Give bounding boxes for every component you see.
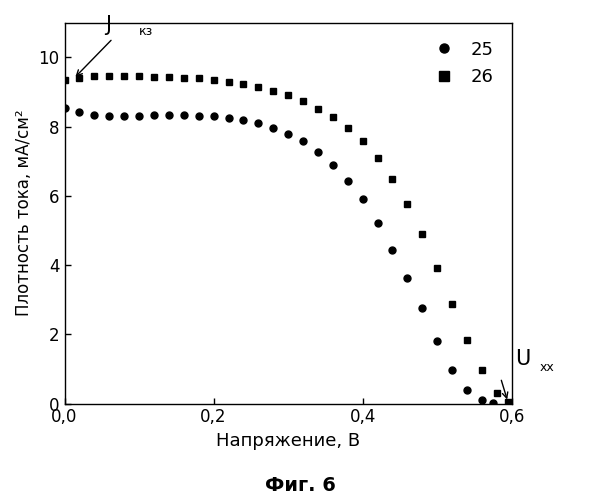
- Text: J: J: [106, 15, 112, 35]
- 25: [240, 117, 247, 123]
- 26: [195, 76, 203, 82]
- Legend: 25, 26: 25, 26: [416, 32, 502, 95]
- 25: [150, 112, 157, 118]
- 26: [91, 74, 98, 80]
- 25: [404, 275, 411, 281]
- Line: 26: 26: [61, 72, 511, 406]
- 26: [61, 77, 68, 83]
- 25: [463, 386, 471, 392]
- 25: [389, 246, 396, 252]
- 26: [374, 155, 381, 161]
- Text: хх: хх: [540, 361, 555, 374]
- 26: [359, 138, 366, 144]
- 25: [374, 220, 381, 226]
- X-axis label: Напряжение, В: Напряжение, В: [216, 432, 360, 450]
- 26: [284, 92, 291, 98]
- 26: [433, 265, 441, 271]
- 26: [344, 125, 352, 131]
- 25: [106, 113, 113, 119]
- 26: [404, 201, 411, 207]
- 26: [106, 73, 113, 79]
- 26: [135, 74, 142, 80]
- 26: [270, 88, 277, 94]
- 26: [76, 75, 83, 81]
- 26: [240, 80, 247, 86]
- 25: [359, 196, 366, 202]
- 25: [76, 109, 83, 115]
- 26: [329, 114, 337, 120]
- 26: [389, 176, 396, 182]
- 26: [314, 106, 322, 112]
- 26: [463, 336, 471, 342]
- Y-axis label: Плотность тока, мА/см²: Плотность тока, мА/см²: [15, 110, 33, 316]
- 26: [150, 74, 157, 80]
- 25: [314, 148, 322, 154]
- 26: [419, 231, 426, 237]
- 25: [489, 400, 496, 406]
- Text: кз: кз: [139, 26, 153, 38]
- 26: [448, 301, 456, 307]
- 25: [255, 120, 262, 126]
- 25: [225, 114, 232, 120]
- 25: [210, 113, 217, 119]
- 25: [329, 162, 337, 168]
- Text: Фиг. 6: Фиг. 6: [265, 476, 336, 495]
- 25: [284, 130, 291, 136]
- 26: [121, 73, 128, 79]
- 26: [504, 399, 511, 405]
- 25: [195, 112, 203, 118]
- 25: [344, 178, 352, 184]
- 26: [493, 390, 501, 396]
- 25: [165, 112, 172, 118]
- 25: [299, 138, 307, 144]
- 25: [478, 397, 486, 403]
- 26: [255, 84, 262, 90]
- Text: U: U: [516, 349, 531, 369]
- 25: [448, 367, 456, 373]
- 26: [478, 368, 486, 374]
- 26: [210, 77, 217, 83]
- 25: [61, 104, 68, 110]
- 25: [135, 112, 142, 118]
- 26: [299, 98, 307, 104]
- 26: [225, 78, 232, 84]
- 25: [180, 112, 188, 118]
- 26: [180, 75, 188, 81]
- Line: 25: 25: [61, 104, 496, 406]
- 25: [91, 112, 98, 118]
- 25: [433, 338, 441, 344]
- 25: [270, 124, 277, 130]
- 25: [121, 113, 128, 119]
- 25: [419, 306, 426, 312]
- 26: [165, 74, 172, 80]
